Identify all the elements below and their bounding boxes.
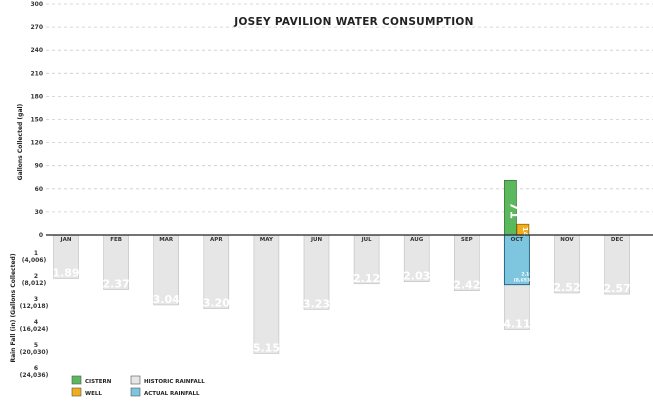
y-tick-label-top: 30 [35, 209, 43, 216]
y-tick-sublabel-bottom: (20,030) [20, 349, 49, 356]
month-label: JUN [310, 237, 323, 243]
legend-swatch [71, 375, 82, 385]
month-label: SEP [461, 237, 473, 243]
cistern-value-label: 71 [507, 202, 521, 219]
y-axis-title-bottom: Rain Fall (in) (Gallons Collected) [10, 253, 17, 362]
y-tick-label-top: 90 [35, 163, 43, 170]
month-label: APR [210, 237, 223, 243]
legend-label: CISTERN [85, 379, 112, 385]
y-tick-label-bottom: 6 [34, 365, 38, 372]
historic-rainfall-bar [153, 234, 179, 306]
historic-rainfall-value-label: 3.23 [303, 297, 330, 310]
month-label: DEC [611, 237, 623, 243]
actual-rainfall-bar [503, 234, 530, 286]
actual-rainfall-value-label: 2.16 [521, 272, 532, 278]
month-label: OCT [511, 237, 524, 243]
historic-rainfall-bar [53, 234, 79, 279]
y-tick-label-bottom: 5 [34, 342, 38, 349]
y-tick-label-bottom: 3 [34, 296, 38, 303]
y-tick-label-top: 240 [30, 47, 43, 54]
y-tick-sublabel-bottom: (24,036) [20, 372, 49, 379]
y-tick-sublabel-bottom: (12,018) [20, 303, 49, 310]
historic-rainfall-value-label: 5.15 [253, 341, 280, 354]
y-tick-label-top: 150 [30, 117, 43, 124]
historic-rainfall-value-label: 3.04 [153, 293, 180, 306]
y-tick-label-top: 0 [39, 232, 43, 239]
month-label: FEB [110, 237, 122, 243]
historic-rainfall-value-label: 1.89 [52, 266, 79, 279]
historic-rainfall-value-label: 2.12 [353, 272, 380, 285]
month-label: AUG [410, 237, 424, 243]
month-label: JUL [361, 237, 373, 243]
y-tick-sublabel-bottom: (16,024) [20, 326, 49, 333]
historic-rainfall-bar [103, 234, 129, 290]
y-axis-title-top: Gallons Collected (gal) [17, 103, 24, 180]
actual-rainfall-sub-label: (8,653) [514, 278, 532, 284]
chart-title: JOSEY PAVILION WATER CONSUMPTION [233, 16, 474, 28]
month-label: JAN [60, 237, 72, 243]
historic-rainfall-value-label: 3.20 [203, 297, 230, 310]
legend-swatch [130, 387, 141, 397]
y-tick-label-top: 120 [30, 140, 43, 147]
historic-rainfall-bar [453, 234, 480, 291]
historic-rainfall-value-label: 2.52 [553, 281, 580, 294]
y-tick-label-bottom: 4 [34, 319, 38, 326]
y-tick-label-top: 60 [35, 186, 43, 193]
historic-rainfall-bar [253, 234, 280, 354]
legend-swatch [130, 375, 141, 385]
legend-label: WELL [85, 391, 102, 397]
y-tick-label-top: 270 [30, 24, 43, 31]
y-tick-label-top: 180 [30, 93, 43, 100]
month-label: MAR [159, 237, 174, 243]
historic-rainfall-value-label: 2.57 [604, 282, 631, 295]
legend-label: ACTUAL RAINFALL [144, 391, 200, 397]
y-tick-sublabel-bottom: (4,006) [22, 257, 47, 264]
month-label: MAY [260, 237, 274, 243]
y-tick-label-bottom: 1 [34, 250, 38, 257]
y-tick-label-top: 300 [30, 1, 43, 8]
historic-rainfall-value-label: 4.11 [503, 318, 530, 331]
legend-swatch [71, 387, 82, 397]
legend-label: HISTORIC RAINFALL [144, 379, 205, 385]
y-tick-sublabel-bottom: (8,012) [22, 280, 47, 287]
historic-rainfall-bar [403, 234, 430, 282]
y-tick-label-bottom: 2 [34, 273, 38, 280]
historic-rainfall-value-label: 2.03 [403, 270, 430, 283]
historic-rainfall-value-label: 2.42 [453, 279, 480, 292]
historic-rainfall-bar [554, 234, 580, 294]
month-label: NOV [560, 237, 574, 243]
historic-rainfall-value-label: 2.37 [103, 278, 130, 291]
well-value-label: 14 [521, 227, 529, 237]
y-tick-label-top: 210 [30, 70, 43, 77]
